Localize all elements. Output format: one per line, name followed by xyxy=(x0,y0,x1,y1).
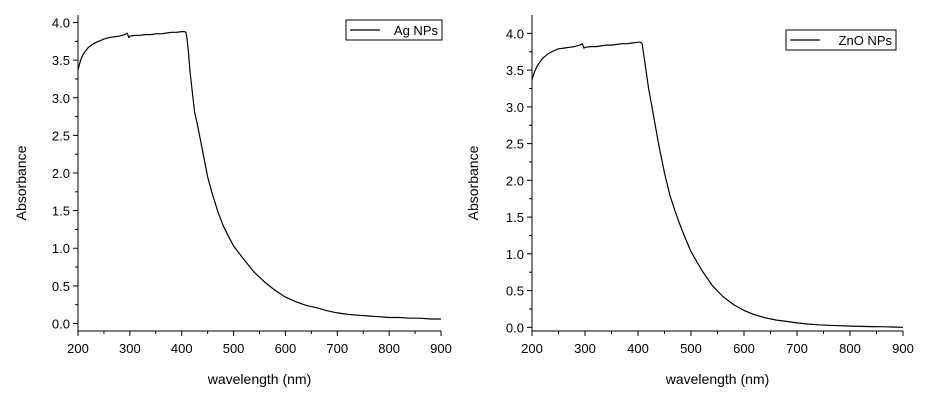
x-axis-title: wavelength (nm) xyxy=(207,371,312,387)
y-tick-label: 2.0 xyxy=(506,173,524,188)
y-tick-label: 1.0 xyxy=(52,241,70,256)
x-tick-label: 300 xyxy=(119,341,141,356)
series-line xyxy=(531,41,904,328)
x-tick-label: 500 xyxy=(223,341,245,356)
x-tick-label: 200 xyxy=(67,341,89,356)
y-tick-label: 0.0 xyxy=(52,316,70,331)
legend-entry: Ag NPs xyxy=(394,23,439,38)
y-tick-label: 3.5 xyxy=(52,53,70,68)
x-tick-label: 700 xyxy=(326,341,348,356)
y-tick-label: 2.5 xyxy=(52,128,70,143)
y-tick-label: 2.0 xyxy=(52,166,70,181)
x-tick-label: 400 xyxy=(171,341,193,356)
x-tick-label: 600 xyxy=(275,341,297,356)
y-tick-label: 3.0 xyxy=(506,100,524,115)
y-tick-label: 0.0 xyxy=(506,320,524,335)
y-axis-title: Absorbance xyxy=(13,145,29,220)
x-tick-label: 900 xyxy=(430,341,452,356)
x-tick-label: 600 xyxy=(733,341,755,356)
legend-box xyxy=(785,29,897,51)
x-tick-label: 200 xyxy=(521,341,543,356)
y-tick-label: 2.5 xyxy=(506,137,524,152)
x-tick-label: 500 xyxy=(680,341,702,356)
legend-box xyxy=(345,19,443,41)
y-tick-label: 4.0 xyxy=(52,16,70,31)
x-tick-label: 700 xyxy=(786,341,808,356)
y-tick-label: 1.5 xyxy=(52,204,70,219)
y-tick-label: 1.0 xyxy=(506,247,524,262)
y-tick-label: 0.5 xyxy=(506,284,524,299)
ag-nps-chart: 200 300 400 500 600 700 800 900 0.0 0.5 1.0 1.5 2.0 2… xyxy=(13,15,452,387)
legend-entry: ZnO NPs xyxy=(839,33,893,48)
series-line xyxy=(77,31,441,320)
x-tick-label: 300 xyxy=(574,341,596,356)
y-axis-title: Absorbance xyxy=(465,145,481,220)
y-tick-label: 0.5 xyxy=(52,279,70,294)
x-tick-label: 900 xyxy=(892,341,914,356)
x-tick-label: 400 xyxy=(627,341,649,356)
x-axis-title: wavelength (nm) xyxy=(665,371,770,387)
x-tick-label: 800 xyxy=(378,341,400,356)
zno-nps-chart: 200 300 400 500 600 700 800 900 0.0 0.5 1.0 1.5 2.0 2… xyxy=(465,15,914,387)
y-tick-label: 3.0 xyxy=(52,91,70,106)
y-tick-label: 3.5 xyxy=(506,63,524,78)
x-tick-label: 800 xyxy=(839,341,861,356)
y-tick-label: 1.5 xyxy=(506,210,524,225)
y-tick-label: 4.0 xyxy=(506,26,524,41)
